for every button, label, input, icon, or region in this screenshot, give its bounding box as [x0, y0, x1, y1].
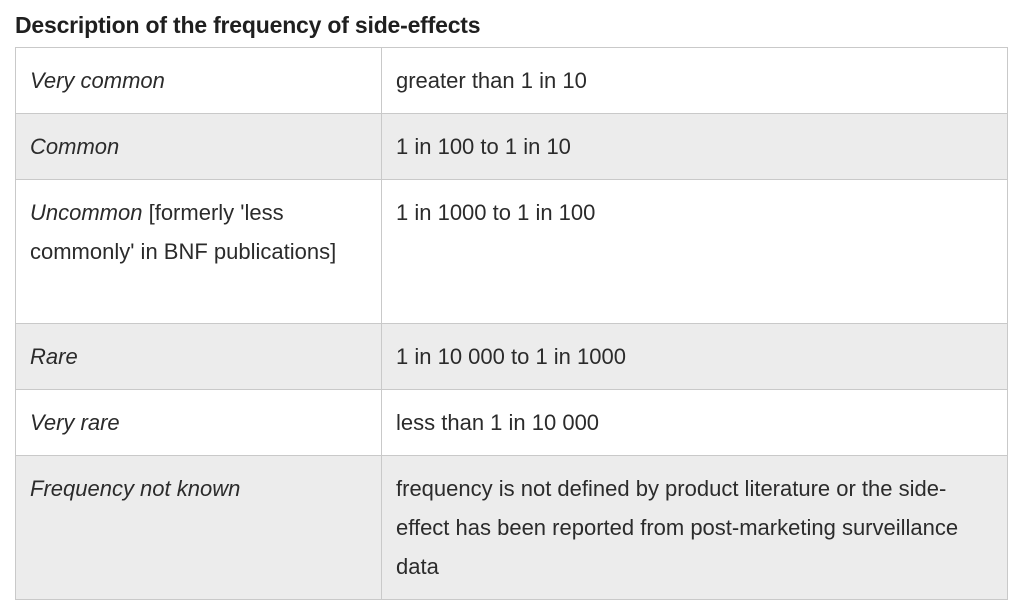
frequency-term: Frequency not known [30, 476, 241, 501]
frequency-definition-cell: 1 in 1000 to 1 in 100 [381, 179, 1008, 324]
frequency-definition-cell: greater than 1 in 10 [381, 47, 1008, 114]
table-row: Very rare less than 1 in 10 000 [15, 389, 1008, 456]
frequency-table: Very common greater than 1 in 10 Common … [15, 47, 1008, 600]
table-row: Uncommon [formerly 'less commonly' in BN… [15, 179, 1008, 324]
frequency-definition-cell: 1 in 10 000 to 1 in 1000 [381, 323, 1008, 390]
frequency-term: Very common [30, 68, 165, 93]
table-row: Common 1 in 100 to 1 in 10 [15, 113, 1008, 180]
frequency-term-cell: Common [15, 113, 382, 180]
frequency-term-cell: Frequency not known [15, 455, 382, 600]
frequency-term-cell: Very common [15, 47, 382, 114]
frequency-term-cell: Uncommon [formerly 'less commonly' in BN… [15, 179, 382, 324]
table-row: Rare 1 in 10 000 to 1 in 1000 [15, 323, 1008, 390]
frequency-term-note: [formerly 'less commonly' in BNF publica… [30, 200, 337, 264]
frequency-definition-cell: 1 in 100 to 1 in 10 [381, 113, 1008, 180]
table-row: Very common greater than 1 in 10 [15, 47, 1008, 114]
frequency-definition-cell: frequency is not defined by product lite… [381, 455, 1008, 600]
frequency-term: Common [30, 134, 120, 159]
frequency-term-cell: Very rare [15, 389, 382, 456]
frequency-term: Rare [30, 344, 78, 369]
frequency-term: Uncommon [30, 200, 143, 225]
frequency-term-cell: Rare [15, 323, 382, 390]
table-row: Frequency not known frequency is not def… [15, 455, 1008, 600]
table-title: Description of the frequency of side-eff… [15, 12, 481, 38]
frequency-term: Very rare [30, 410, 120, 435]
frequency-definition-cell: less than 1 in 10 000 [381, 389, 1008, 456]
